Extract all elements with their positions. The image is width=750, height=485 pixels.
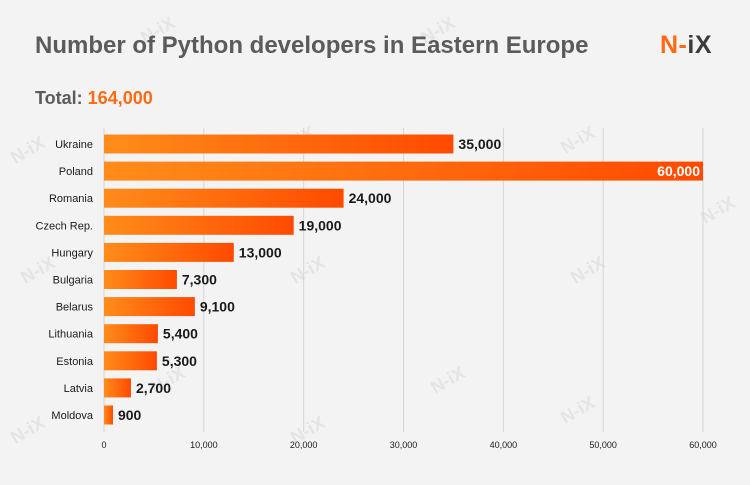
value-label: 7,300	[182, 272, 217, 288]
bar	[104, 161, 703, 181]
bar	[104, 242, 234, 262]
category-label: Belarus	[56, 302, 94, 314]
value-label: 35,000	[458, 136, 501, 152]
bar	[104, 134, 454, 154]
x-tick-label: 60,000	[689, 440, 717, 450]
x-tick-label: 40,000	[490, 440, 518, 450]
x-tick-label: 0	[101, 440, 106, 450]
bar	[104, 188, 344, 208]
category-label: Hungary	[51, 247, 93, 259]
value-label: 5,300	[162, 353, 197, 369]
bar	[104, 270, 177, 289]
category-label: Czech Rep.	[36, 220, 93, 232]
x-tick-label: 30,000	[390, 440, 418, 450]
value-label: 5,400	[163, 326, 198, 342]
value-label: 24,000	[349, 190, 392, 206]
category-label: Latvia	[64, 383, 94, 395]
chart-title: Number of Python developers in Eastern E…	[35, 32, 589, 59]
total-summary: Total: 164,000	[35, 88, 153, 109]
total-label: Total:	[35, 88, 83, 108]
x-tick-label: 50,000	[589, 440, 617, 450]
category-label: Estonia	[56, 356, 94, 368]
bar	[104, 324, 158, 344]
bar	[104, 378, 131, 398]
value-label: 2,700	[136, 380, 171, 396]
category-label: Poland	[59, 166, 93, 178]
category-label: Lithuania	[48, 329, 94, 341]
x-tick-label: 10,000	[190, 440, 218, 450]
bar	[104, 351, 157, 371]
category-label: Ukraine	[55, 139, 93, 151]
total-value: 164,000	[87, 88, 153, 108]
value-label: 13,000	[239, 244, 282, 260]
category-label: Moldova	[51, 410, 93, 422]
value-label: 60,000	[657, 163, 700, 179]
bar	[104, 405, 113, 425]
bar	[104, 297, 195, 317]
value-label: 9,100	[200, 299, 235, 315]
category-label: Romania	[49, 193, 94, 205]
value-label: 900	[118, 407, 142, 423]
category-label: Bulgaria	[53, 275, 94, 287]
bar	[104, 215, 294, 235]
value-label: 19,000	[299, 217, 342, 233]
x-tick-label: 20,000	[290, 440, 318, 450]
n-ix-logo: N-iX	[659, 31, 712, 59]
